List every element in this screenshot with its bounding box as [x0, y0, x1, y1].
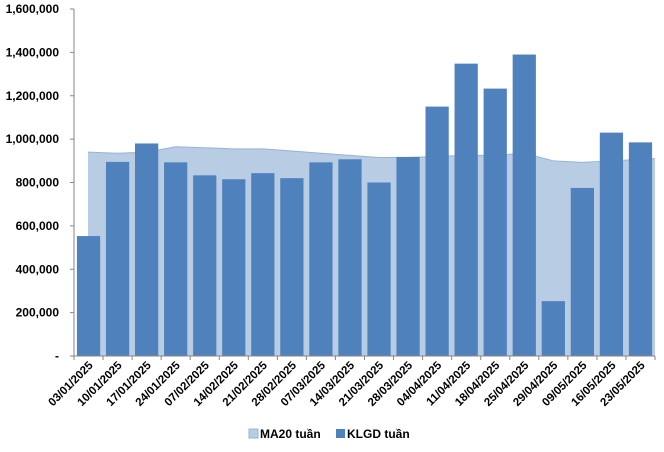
x-tick-labels: 03/01/202510/01/202517/01/202524/01/2025…: [46, 359, 648, 409]
y-tick-label: 1,600,000: [6, 2, 60, 16]
volume-bar-18/04/2025: [483, 88, 507, 356]
volume-bar-29/04/2025: [541, 301, 565, 356]
y-tick-label: 600,000: [16, 219, 60, 233]
volume-bar-21/02/2025: [251, 173, 275, 356]
y-tick-labels: - 200,000 400,000 600,000 800,000 1,000,000 1,…: [6, 2, 60, 363]
legend-label-ma20: MA20 tuần: [260, 427, 321, 441]
volume-bar-21/03/2025: [367, 182, 391, 356]
volume-bar-28/02/2025: [280, 178, 304, 356]
y-tick-label: 1,000,000: [6, 132, 60, 146]
volume-bar-16/05/2025: [599, 132, 624, 356]
volume-bar-25/04/2025: [512, 54, 536, 356]
y-tick-label: -: [55, 349, 59, 363]
legend: MA20 tuần KLGD tuần: [248, 427, 410, 441]
legend-swatch-klgd: [336, 429, 345, 438]
y-tick-label: 400,000: [16, 262, 60, 276]
volume-bar-14/03/2025: [338, 159, 362, 356]
volume-bar-04/04/2025: [425, 106, 449, 356]
volume-bar-03/01/2025: [76, 236, 101, 356]
volume-bar-09/05/2025: [570, 187, 594, 356]
y-tick-label: 1,400,000: [6, 45, 60, 59]
y-tick-label: 200,000: [16, 306, 60, 320]
volume-bar-14/02/2025: [222, 179, 246, 356]
y-tick-label: 1,200,000: [6, 89, 60, 103]
volume-bar-24/01/2025: [164, 162, 188, 356]
volume-bar-07/02/2025: [193, 175, 217, 356]
volume-bar-11/04/2025: [454, 63, 478, 357]
y-tick-label: 800,000: [16, 176, 60, 190]
legend-label-klgd: KLGD tuần: [347, 427, 410, 441]
legend-swatch-ma20: [248, 428, 259, 439]
volume-bar-layer: [76, 54, 653, 357]
axis-layer: [70, 8, 656, 360]
volume-bar-28/03/2025: [396, 156, 420, 356]
volume-bar-07/03/2025: [309, 162, 333, 356]
volume-bar-17/01/2025: [135, 143, 159, 356]
ma20-line: [87, 146, 656, 163]
volume-bar-10/01/2025: [105, 161, 130, 356]
volume-bar-23/05/2025: [628, 142, 653, 356]
